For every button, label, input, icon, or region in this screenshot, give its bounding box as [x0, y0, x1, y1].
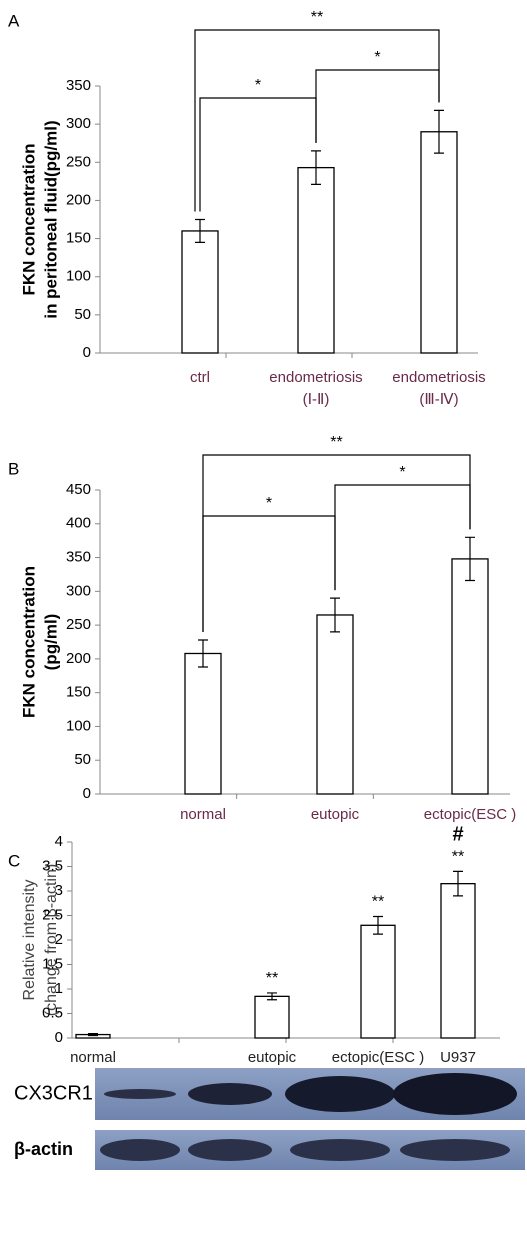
y-tick-label: 50: [74, 306, 91, 323]
significance-label: **: [311, 9, 323, 26]
bar: [255, 996, 289, 1038]
y-tick-label: 100: [66, 268, 91, 285]
bar: [361, 925, 395, 1038]
significance-label: *: [255, 77, 261, 94]
y-tick-label: 300: [66, 582, 91, 599]
y-tick-label: 400: [66, 515, 91, 532]
y-tick-label: 200: [66, 191, 91, 208]
x-tick-label: eutopic: [311, 806, 360, 823]
y-tick-label: 0: [55, 1029, 63, 1046]
y-tick-label: 300: [66, 115, 91, 132]
panel-label: C: [8, 851, 20, 870]
bar: [185, 653, 221, 794]
y-axis-label: (pg/ml): [41, 614, 60, 671]
significance-label: *: [374, 49, 380, 66]
significance-bracket: [203, 516, 335, 632]
y-axis-label: FKN concentration: [19, 566, 38, 718]
x-tick-label: eutopic: [248, 1049, 297, 1066]
panel-label: B: [8, 459, 19, 478]
y-tick-label: 3: [55, 882, 63, 899]
x-tick-label: ctrl: [190, 369, 210, 386]
y-tick-label: 2: [55, 931, 63, 948]
bar: [182, 231, 218, 353]
significance-label: *: [399, 464, 405, 481]
y-tick-label: 3.5: [42, 857, 63, 874]
bar: [421, 132, 457, 353]
x-tick-label: normal: [70, 1049, 116, 1066]
significance-label: #: [452, 824, 463, 846]
y-tick-label: 250: [66, 616, 91, 633]
bar: [317, 615, 353, 794]
y-tick-label: 350: [66, 549, 91, 566]
y-tick-label: 150: [66, 684, 91, 701]
y-tick-label: 0: [83, 785, 91, 802]
x-tick-label: ectopic(ESC ): [424, 806, 517, 823]
y-tick-label: 150: [66, 230, 91, 247]
y-axis-label: Relative intensity: [21, 880, 38, 1001]
significance-label: **: [330, 434, 342, 451]
significance-bracket: [335, 485, 470, 590]
significance-label: **: [452, 849, 464, 866]
y-tick-label: 1: [55, 980, 63, 997]
x-tick-label: ectopic(ESC ): [332, 1049, 425, 1066]
blot-label: β-actin: [14, 1139, 73, 1159]
y-tick-label: 0: [83, 344, 91, 361]
y-tick-label: 4: [55, 833, 63, 850]
significance-label: **: [266, 970, 278, 987]
y-tick-label: 350: [66, 77, 91, 94]
significance-bracket: [203, 455, 470, 632]
y-tick-label: 450: [66, 481, 91, 498]
figure: CX3CR1 β-actin AFKN concentrationin peri…: [0, 0, 527, 1249]
significance-label: **: [372, 894, 384, 911]
panel-label: A: [8, 11, 20, 30]
x-tick-label: U937: [440, 1049, 476, 1066]
y-tick-label: 100: [66, 717, 91, 734]
x-tick-label: endometriosis(Ⅲ-Ⅳ): [392, 369, 485, 408]
y-tick-label: 1.5: [42, 955, 63, 972]
bar: [298, 168, 334, 353]
bar: [441, 884, 475, 1038]
y-tick-label: 0.5: [42, 1004, 63, 1021]
x-tick-label: normal: [180, 806, 226, 823]
blot-label: CX3CR1: [14, 1082, 93, 1104]
y-tick-label: 50: [74, 751, 91, 768]
y-axis-label: FKN concentration: [19, 143, 38, 295]
significance-label: *: [266, 495, 272, 512]
y-tick-label: 200: [66, 650, 91, 667]
y-tick-label: 250: [66, 153, 91, 170]
y-tick-label: 2.5: [42, 906, 63, 923]
y-axis-label: in peritoneal fluid(pg/ml): [41, 120, 60, 318]
x-tick-label: endometriosis(Ⅰ-Ⅱ): [269, 369, 362, 408]
bar: [452, 559, 488, 794]
